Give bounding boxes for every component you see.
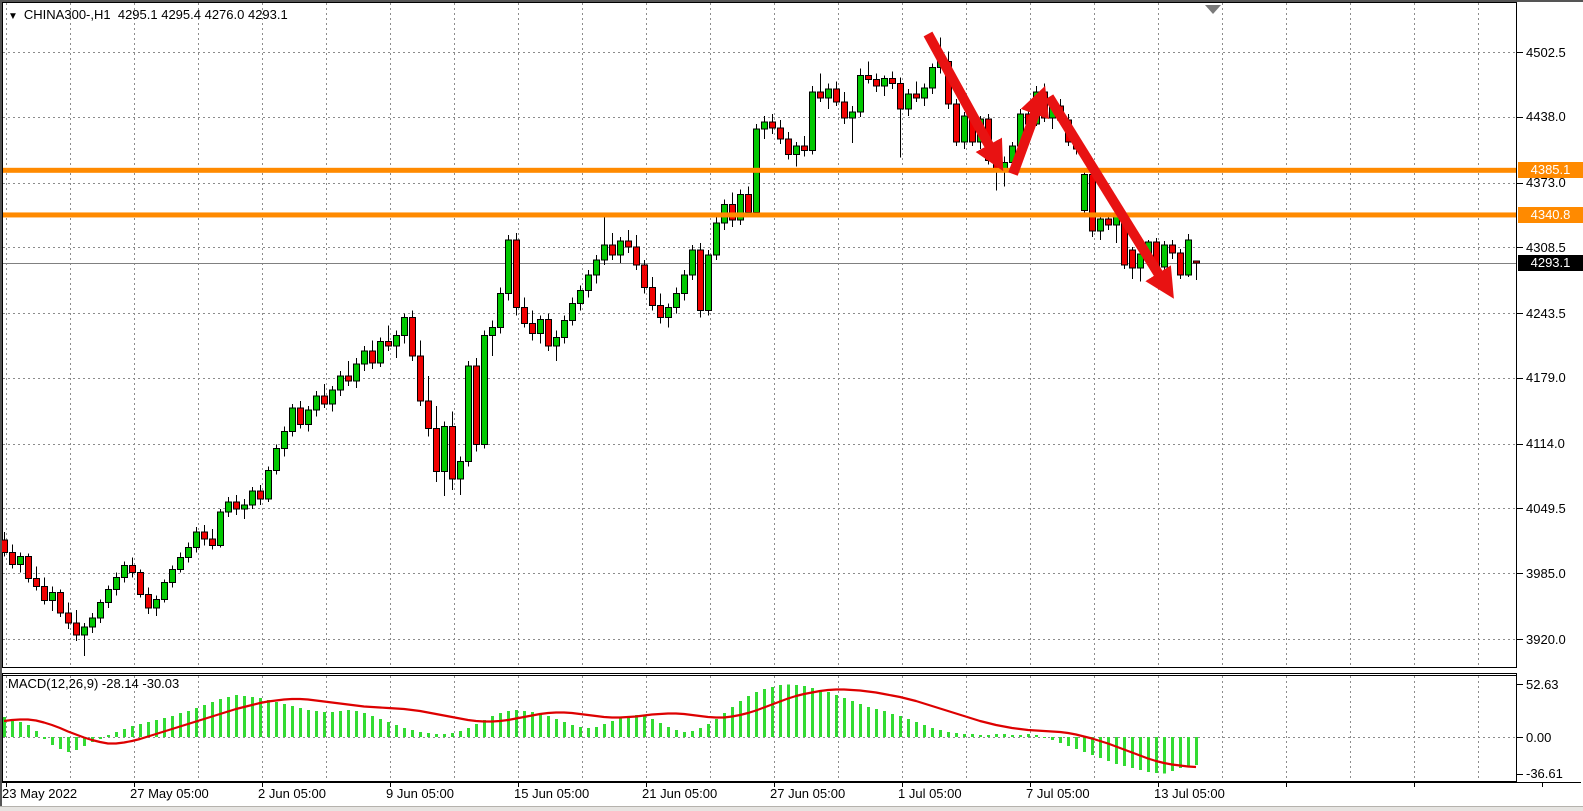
time-axis-label-1: 27 May 05:00 [130,786,209,801]
time-axis-strip [2,782,1581,806]
price-axis-label-4179.0: 4179.0 [1526,370,1566,386]
price-axis-label-3985.0: 3985.0 [1526,565,1566,581]
time-axis-label-4: 15 Jun 05:00 [514,786,590,801]
macd-panel[interactable] [2,673,1517,782]
resistance-line-4385.1[interactable] [3,167,1516,173]
window-top-border [0,0,1583,2]
level-price-label-4340.8: 4340.8 [1518,206,1583,223]
resistance-line-4340.8[interactable] [3,212,1516,218]
red-arrow-down-2[interactable] [1044,94,1174,299]
window-left-border [0,0,2,806]
time-axis-label-3: 9 Jun 05:00 [386,786,454,801]
macd-scale-label--36.61: -36.61 [1526,766,1563,782]
main-chart-panel[interactable] [2,2,1517,668]
price-axis-label-4373.0: 4373.0 [1526,175,1566,190]
time-axis-label-0: 23 May 2022 [2,786,78,801]
time-axis-label-5: 21 Jun 05:00 [642,786,718,801]
price-axis-label-4049.5: 4049.5 [1526,500,1566,516]
candles-layer[interactable] [1,37,1200,657]
chart-header: ▼ CHINA300-,H1 4295.1 4295.4 4276.0 4293.… [8,7,288,22]
time-axis-label-8: 7 Jul 05:00 [1026,786,1090,801]
trend-arrows[interactable] [923,31,1174,299]
macd-signal-line [3,688,1197,769]
price-axis-label-4502.5: 4502.5 [1526,44,1566,60]
macd-histogram [3,684,1198,774]
macd-scale-label-52.63: 52.63 [1526,676,1559,692]
window-bottom-border [0,806,1583,811]
time-axis-label-2: 2 Jun 05:00 [258,786,326,801]
level-price-label-4385.1: 4385.1 [1518,162,1583,179]
price-axis-label-4308.5: 4308.5 [1526,239,1566,255]
symbol-dropdown-icon[interactable]: ▼ [8,11,18,22]
axis-ticks [6,52,1543,787]
macd-indicator-label: MACD(12,26,9) -28.14 -30.03 [8,676,180,691]
price-axis-label-4243.5: 4243.5 [1526,305,1566,321]
macd-scale-label-0.00: 0.00 [1526,729,1552,745]
red-arrow-down-0[interactable] [923,31,1004,172]
chart-shift-marker-icon[interactable] [1205,5,1221,14]
symbol-timeframe-label: CHINA300-,H1 [23,7,111,22]
horizontal-level-lines[interactable] [3,167,1516,218]
time-axis-label-6: 27 Jun 05:00 [770,786,846,801]
time-axis-label-9: 13 Jul 05:00 [1154,786,1225,801]
ohlc-quote-label: 4295.1 4295.4 4276.0 4293.1 [117,7,288,22]
current-price-label: 4293.1 [1518,255,1583,272]
red-arrow-up-1[interactable] [1008,85,1049,176]
price-axis-label-4438.0: 4438.0 [1526,109,1566,125]
price-axis-label-4114.0: 4114.0 [1526,436,1565,451]
price-axis-label-3920.0: 3920.0 [1526,631,1566,647]
time-axis-label-7: 1 Jul 05:00 [898,786,962,801]
